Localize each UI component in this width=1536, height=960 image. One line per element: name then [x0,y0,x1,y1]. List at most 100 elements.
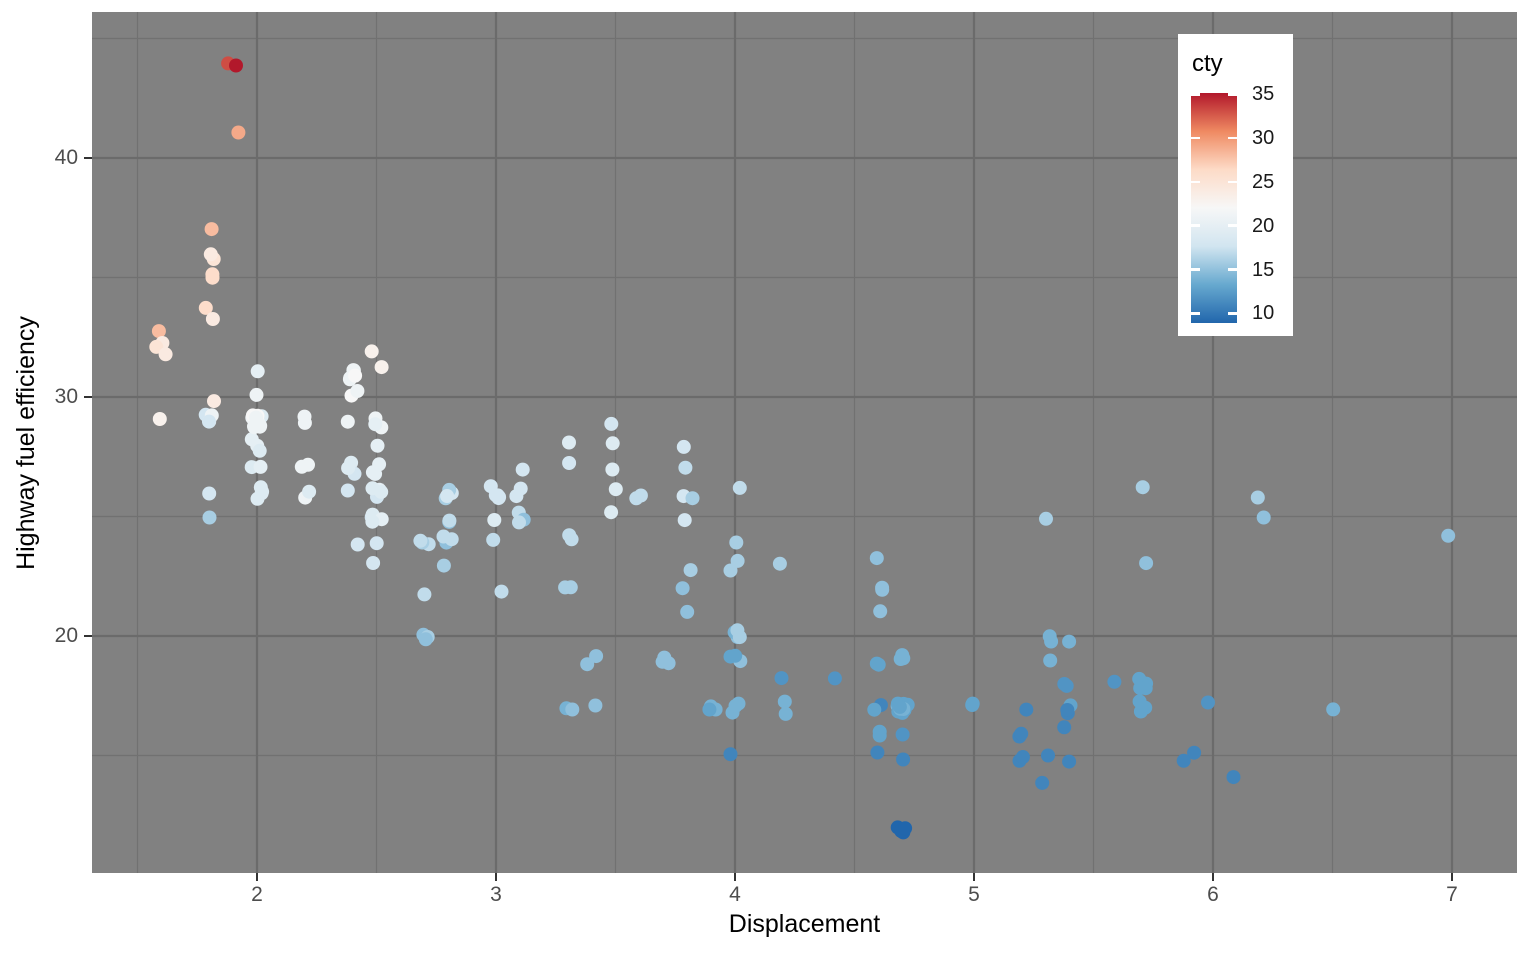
data-point [827,671,842,686]
data-point [341,461,356,476]
data-point [1187,745,1202,760]
data-point [151,324,166,339]
data-point [483,479,498,494]
data-point [728,699,743,713]
data-point [249,387,264,402]
data-point [366,556,381,570]
data-point [205,270,220,285]
data-point [370,438,385,453]
data-point [365,514,380,529]
data-point [723,747,738,762]
data-point [1019,702,1034,717]
data-point [1326,702,1341,717]
data-point [730,553,745,568]
data-point [368,417,383,432]
legend-tick-mark [1228,268,1237,271]
data-point [565,702,580,717]
data-point [1035,775,1050,790]
data-point [350,537,365,552]
y-tick-label: 20 [54,624,78,647]
legend-tick-label: 15 [1252,258,1275,281]
data-point [515,462,530,477]
data-point [657,650,672,665]
data-point [675,581,690,596]
legend-colorbar [1191,93,1237,323]
legend-tick-mark [1228,224,1237,227]
data-point [418,632,433,647]
data-point [898,821,913,836]
data-point [778,706,793,721]
legend: cty 35 30 25 20 15 10 [1178,34,1293,336]
data-point [1135,480,1150,495]
data-point [297,415,312,430]
data-point [205,312,220,326]
data-point [562,435,576,450]
data-point [1256,510,1271,525]
legend-tick-mark [1228,136,1237,140]
data-point [417,587,432,602]
data-point [896,752,911,767]
data-point [875,580,890,595]
data-point [202,486,217,501]
legend-tick-mark [1191,93,1200,96]
data-point [494,584,509,599]
data-point [204,222,219,237]
data-point [252,443,267,458]
data-point [340,414,355,429]
data-point [588,698,603,713]
data-point [604,416,619,431]
data-point [732,480,747,495]
data-point [1062,634,1077,649]
data-point [1039,511,1053,526]
data-point [487,513,502,527]
x-tick-label: 6 [1207,883,1219,906]
data-point [1042,629,1057,644]
legend-tick-label: 30 [1252,127,1275,150]
data-point [1041,748,1055,763]
legend-tick-mark [1191,136,1200,140]
legend-tick-mark [1228,180,1237,184]
legend-tick-label: 20 [1252,214,1275,237]
data-point [1014,726,1029,741]
data-point [1107,674,1122,689]
legend-tick-label: 25 [1252,170,1275,193]
data-point [605,462,620,477]
data-point [1201,695,1215,710]
data-point [702,702,717,717]
data-point [1133,704,1148,719]
data-point [244,432,259,447]
x-tick-label: 7 [1446,883,1458,906]
data-point [350,384,365,398]
data-point [608,482,623,497]
data-point [365,465,380,480]
data-point [683,563,698,578]
data-point [348,368,363,383]
x-axis-title: Displacement [728,910,881,938]
data-point [774,671,789,686]
data-point [1176,753,1191,768]
data-point [250,364,265,379]
data-point [677,513,692,528]
data-point [676,439,691,454]
data-point [253,480,268,495]
x-tick-label: 2 [251,883,263,906]
legend-tick-mark [1191,312,1200,315]
legend-tick-label: 10 [1252,302,1275,325]
data-point [1441,528,1456,543]
data-point [364,344,379,359]
data-point [1062,754,1077,769]
data-point [1226,770,1241,785]
data-point [158,347,173,362]
data-point [872,724,887,739]
legend-tick-mark [1191,180,1200,184]
y-axis-title: Highway fuel efficiency [12,316,40,570]
panel-background [92,12,1517,873]
x-tick-label: 5 [968,883,980,906]
data-point [896,651,911,666]
data-point [1139,556,1154,571]
legend-tick-mark [1228,93,1237,96]
data-point [678,460,693,475]
data-point [870,745,885,760]
data-point [1057,720,1072,735]
